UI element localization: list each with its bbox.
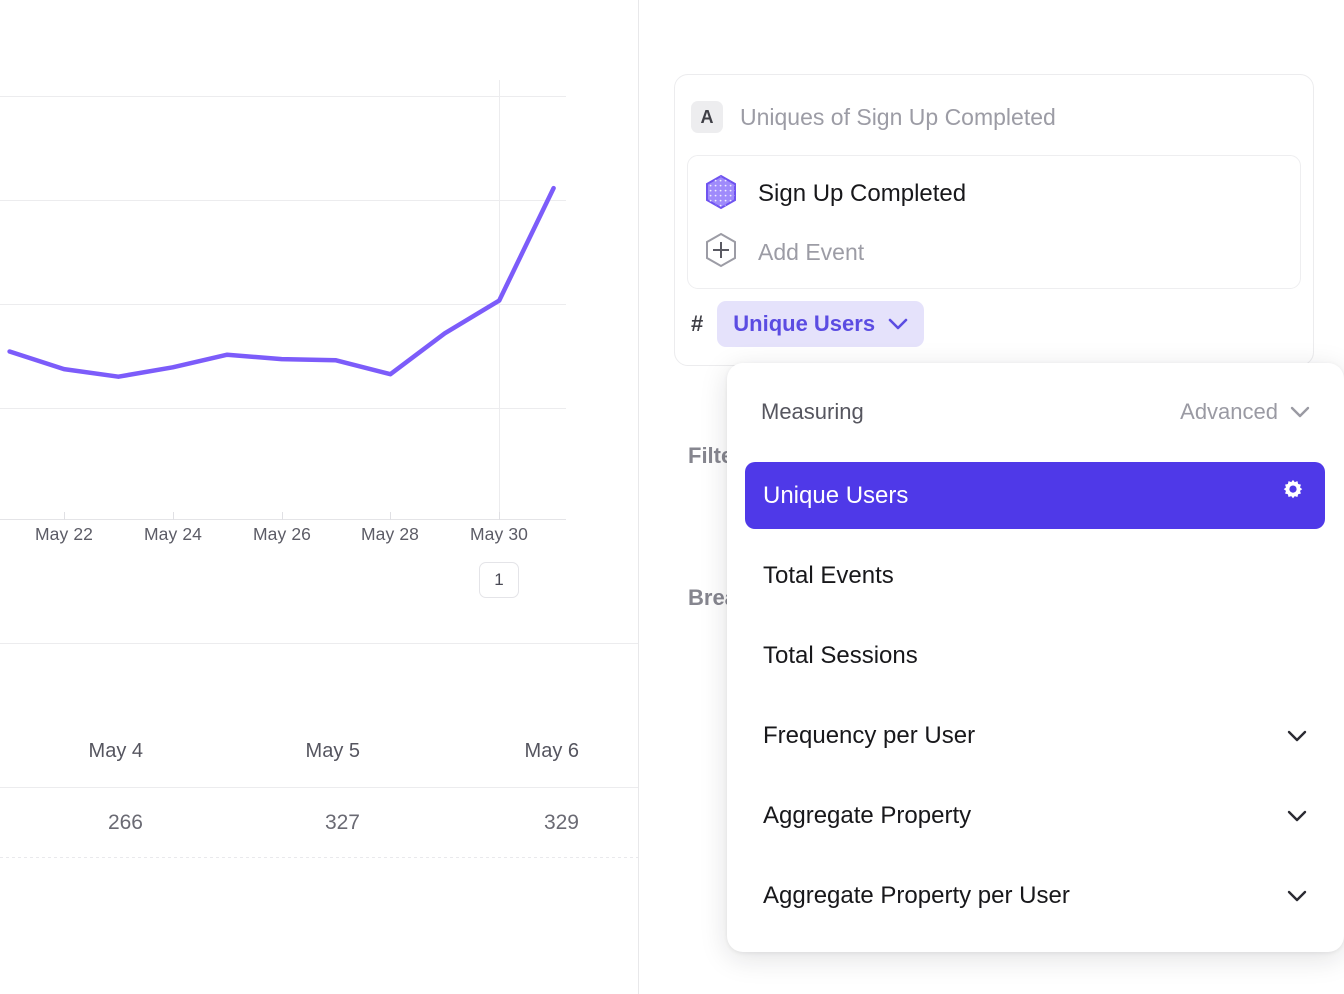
dropdown-option-aggregate-property[interactable]: Aggregate Property	[745, 782, 1325, 849]
metric-letter-badge: A	[691, 101, 723, 133]
dropdown-header: Measuring Advanced	[761, 395, 1310, 429]
measure-row: # Unique Users	[691, 301, 925, 347]
axis-tick-label: May 24	[144, 524, 202, 544]
chart-line-series	[7, 185, 556, 379]
add-event-button[interactable]: Add Event	[704, 232, 864, 272]
gridline-horizontal	[0, 408, 566, 409]
hexagon-plus-icon	[704, 232, 738, 273]
chevron-down-icon	[1290, 399, 1310, 425]
dropdown-option-label: Total Events	[763, 561, 894, 589]
gridline-horizontal	[0, 96, 566, 97]
table-divider	[0, 857, 639, 858]
table-cell: 327	[324, 810, 360, 834]
hexagon-icon	[704, 174, 738, 215]
axis-tick	[499, 512, 500, 520]
dropdown-option-total-events[interactable]: Total Events	[745, 542, 1325, 609]
dropdown-option-label: Unique Users	[763, 481, 909, 509]
panel-divider	[638, 0, 639, 994]
measure-chip-label: Unique Users	[733, 311, 876, 336]
axis-tick	[282, 512, 283, 520]
dropdown-option-label: Aggregate Property per User	[763, 881, 1070, 909]
table-column-header: May 6	[524, 740, 579, 762]
axis-tick	[173, 512, 174, 520]
measure-chip-unique-users[interactable]: Unique Users	[717, 301, 925, 347]
table-row: 266 327 329	[0, 788, 639, 857]
measuring-dropdown-panel: Measuring Advanced Unique Users Total	[727, 363, 1344, 952]
metric-title-row: A Uniques of Sign Up Completed	[691, 97, 1056, 137]
axis-tick-label: May 30	[470, 524, 528, 544]
event-list-box: Sign Up Completed Add Event	[687, 155, 1301, 289]
hash-icon: #	[691, 311, 704, 336]
dropdown-option-aggregate-property-per-user[interactable]: Aggregate Property per User	[745, 862, 1325, 929]
advanced-label: Advanced	[1180, 399, 1278, 424]
page-indicator[interactable]: 1	[479, 562, 519, 598]
gridline-horizontal	[0, 200, 566, 201]
axis-tick-label: May 28	[361, 524, 419, 544]
event-item-sign-up-completed[interactable]: Sign Up Completed	[704, 174, 966, 214]
event-name: Sign Up Completed	[758, 180, 967, 207]
advanced-toggle[interactable]: Advanced	[1180, 399, 1310, 425]
measuring-title: Measuring	[761, 399, 864, 424]
metric-title[interactable]: Uniques of Sign Up Completed	[740, 103, 1056, 130]
dropdown-option-label: Aggregate Property	[763, 801, 972, 829]
chevron-down-icon	[888, 311, 908, 337]
table-column-header: May 5	[305, 740, 360, 762]
dropdown-option-total-sessions[interactable]: Total Sessions	[745, 622, 1325, 689]
chart-panel: May 22 May 24 May 26 May 28 May 30 1 May…	[0, 0, 639, 994]
chevron-down-icon[interactable]	[1287, 722, 1307, 750]
gridline-horizontal	[0, 304, 566, 305]
gear-icon[interactable]	[1279, 478, 1307, 513]
dropdown-option-frequency-per-user[interactable]: Frequency per User	[745, 702, 1325, 769]
metric-builder-card: A Uniques of Sign Up Completed	[674, 74, 1314, 366]
dropdown-option-unique-users[interactable]: Unique Users	[745, 462, 1325, 529]
dropdown-option-label: Total Sessions	[763, 641, 918, 669]
chevron-down-icon[interactable]	[1287, 882, 1307, 910]
table-cell: 329	[543, 810, 579, 834]
axis-tick	[390, 512, 391, 520]
table-cell: 266	[107, 810, 143, 834]
axis-tick	[64, 512, 65, 520]
add-event-label: Add Event	[758, 238, 865, 265]
axis-tick-label: May 22	[35, 524, 93, 544]
chart-axis-baseline	[0, 519, 566, 520]
dropdown-option-label: Frequency per User	[763, 721, 976, 749]
table-header-row: May 4 May 5 May 6	[0, 644, 639, 787]
axis-tick-label: May 26	[253, 524, 311, 544]
table-column-header: May 4	[88, 740, 143, 762]
table-divider	[0, 643, 639, 644]
table-divider	[0, 787, 639, 788]
chevron-down-icon[interactable]	[1287, 802, 1307, 830]
